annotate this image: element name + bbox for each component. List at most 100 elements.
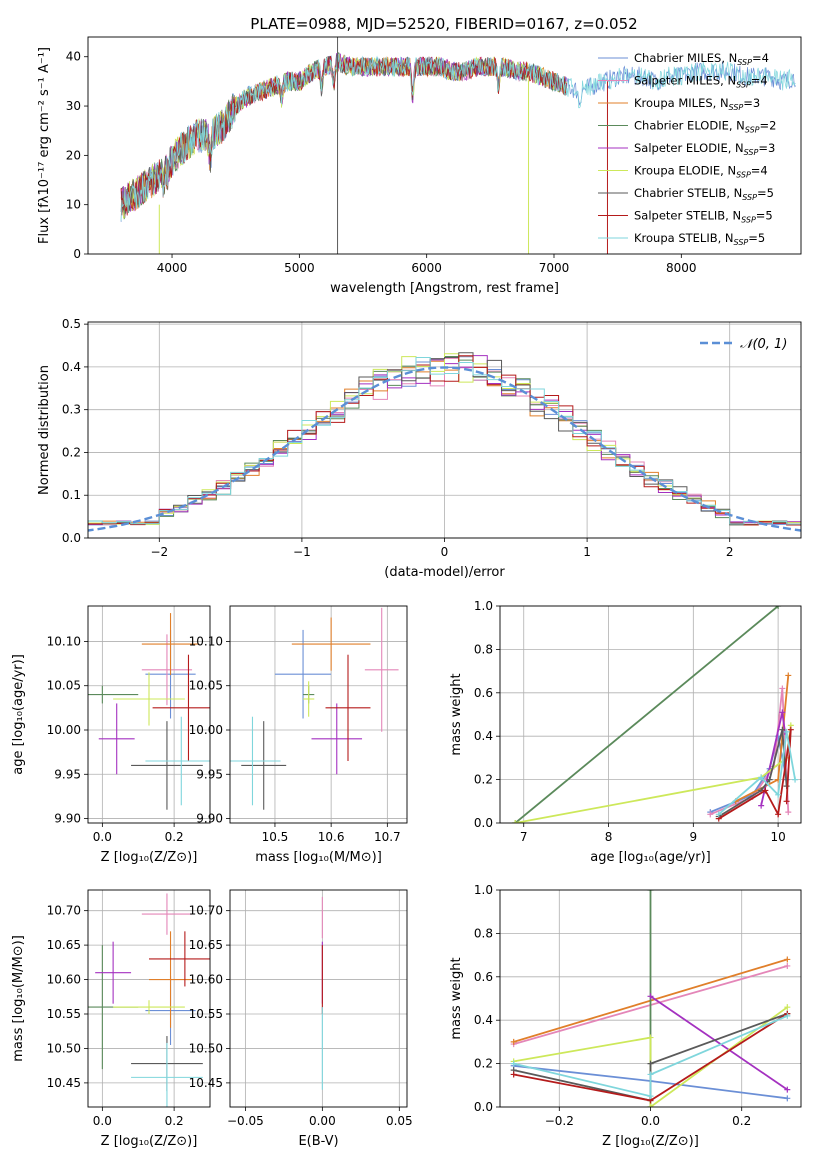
weight_vs_age-ytick-label: 0.8 [474,642,493,656]
legend-label-krou_stelib: Kroupa STELIB, NSSP=5 [634,231,765,247]
residuals-xlabel: (data-model)/error [384,565,505,580]
weight_vs_age-marker-krou_stelib [775,791,782,798]
weight_vs_age-marker-salp_elodie [779,709,786,716]
spectrum-ytick-label: 40 [66,50,81,64]
weight_vs_Z-marker-chab_miles [784,1095,791,1102]
weight_vs_Z-marker-salp_miles [784,962,791,969]
age_vs_mass-ytick-label: 10.10 [189,634,223,648]
age_vs_Z-ytick-label: 9.90 [54,812,81,826]
weight_vs_Z-plot-area [510,890,791,1107]
residuals-plot-area [88,352,801,532]
weight_vs_age-ytick-label: 0.4 [474,729,493,743]
age_vs_mass-ytick-label: 9.95 [196,767,223,781]
weight_vs_Z-ytick-label: 1.0 [474,883,493,897]
legend-label-salp_stelib: Salpeter STELIB, NSSP=5 [634,209,773,225]
weight_vs_Z-ytick-label: 0.6 [474,970,493,984]
mass_vs_ebv-ytick-label: 10.55 [189,1007,223,1021]
spectrum-xtick-label: 8000 [666,261,697,275]
spectrum-plot-area [120,37,796,254]
weight_vs_age-marker-krou_elodie [512,820,519,823]
age_vs_mass-xlabel: mass [log₁₀(M/M⊙)] [255,850,382,865]
weight_vs_Z-series-krou_stelib [513,1015,788,1098]
weight_vs_Z-marker-salp_elodie [647,993,654,1000]
residuals-legend-label: 𝒩(0, 1) [740,337,787,352]
weight_vs_age-marker-salp_stelib [783,798,790,805]
weight_vs_age-xtick-label: 8 [605,830,613,844]
spectrum-ytick-label: 20 [66,148,81,162]
residuals-ytick-label: 0.1 [62,488,81,502]
mass_vs_ebv-frame [229,889,408,1108]
weight_vs_Z-ytick-label: 0.0 [474,1100,493,1114]
normal-curve [88,366,801,532]
legend-label-krou_elodie: Kroupa ELODIE, NSSP=4 [634,164,768,180]
mass_vs_ebv-ytick-label: 10.70 [189,904,223,918]
weight_vs_age-marker-salp_stelib [787,726,794,733]
weight_vs_age-ytick-label: 0.0 [474,816,493,830]
mass_vs_Z-ytick-label: 10.60 [47,973,81,987]
residuals-ytick-label: 0.3 [62,403,81,417]
age_vs_mass-xtick-label: 10.6 [318,830,345,844]
weight_vs_Z-ytick-label: 0.2 [474,1057,493,1071]
weight_vs_Z-marker-krou_miles [510,1038,517,1045]
mass_vs_Z-ytick-label: 10.70 [47,904,81,918]
mass_vs_Z-ytick-label: 10.50 [47,1041,81,1055]
weight_vs_Z-marker-salp_stelib [510,1071,517,1078]
age_vs_mass-axes: 10.5 10.6 10.7 9.90 9.95 10.00 10.05 10.10 mass … [189,605,408,865]
age_vs_Z-xtick-label: 0.0 [93,830,112,844]
weight_vs_age-xtick-label: 10 [770,830,785,844]
age_vs_mass-frame [229,605,408,824]
weight_vs_Z-marker-krou_elodie [647,1104,654,1107]
weight_vs_Z-marker-krou_elodie [647,1034,654,1041]
weight_vs_age-axes: 7 8 9 10 0.0 0.2 0.4 0.6 0.8 1.0 age [log₁₀(age/yr… [449,599,802,865]
weight_vs_age-marker-krou_stelib [715,811,722,818]
age_vs_Z-ytick-label: 10.10 [47,634,81,648]
weight_vs_Z-series-salp_elodie [649,995,788,1091]
weight_vs_age-ytick-label: 0.6 [474,686,493,700]
weight_vs_Z-marker-chab_stelib [647,1060,654,1067]
weight_vs_age-ylabel: mass weight [449,673,464,755]
residuals-xtick-label: 0 [441,545,449,559]
mass_vs_ebv-ytick-label: 10.60 [189,973,223,987]
age_vs_Z-ytick-label: 9.95 [54,767,81,781]
residuals-ytick-label: 0.4 [62,360,81,374]
legend-label-salp_elodie: Salpeter ELODIE, NSSP=3 [634,141,775,157]
residuals-xtick-label: −1 [293,545,311,559]
mass_vs_ebv-xtick-label: −0.05 [227,1114,264,1128]
weight_vs_Z-ylabel: mass weight [449,957,464,1039]
weight_vs_Z-axes: −0.2 0.0 0.2 0.0 0.2 0.4 0.6 0.8 1.0 Z [log₁₀(Z/Z… [449,883,802,1149]
mass_vs_ebv-axes: −0.05 0.00 0.05 10.45 10.50 10.55 10.60 10.65 10… [189,889,413,1149]
mass_vs_Z-xtick-label: 0.0 [93,1114,112,1128]
weight_vs_age-marker-chab_stelib [779,726,786,733]
weight_vs_age-marker-chab_stelib [766,776,773,783]
mass_vs_Z-axes: 0.0 0.2 10.45 10.50 10.55 10.60 10.65 10.70 Z [l… [11,889,211,1149]
weight_vs_age-series-krou_elodie [515,725,792,823]
weight_vs_age-ytick-label: 0.2 [474,773,493,787]
residuals-axes: −2 −1 0 1 2 0.0 0.1 0.2 0.3 0.4 0.5 (data-model)/er… [37,317,802,580]
residuals-frame [87,321,802,539]
weight_vs_age-series-chab_elodie [514,606,779,823]
weight_vs_age-marker-krou_stelib [758,774,765,781]
age_vs_Z-xlabel: Z [log₁₀(Z/Z⊙)] [101,850,198,865]
mass_vs_ebv-xtick-label: 0.05 [386,1114,413,1128]
mass_vs_ebv-xtick-label: 0.00 [309,1114,336,1128]
spectrum-xtick-label: 7000 [539,261,570,275]
mass_vs_ebv-ytick-label: 10.65 [189,938,223,952]
residuals-ytick-label: 0.0 [62,531,81,545]
weight_vs_age-marker-krou_stelib [792,776,799,783]
spectrum-ytick-label: 10 [66,198,81,212]
weight_vs_Z-marker-salp_elodie [784,1086,791,1093]
age_vs_mass-xtick-label: 10.5 [262,830,289,844]
legend-label-chab_elodie: Chabrier ELODIE, NSSP=2 [634,119,776,135]
spectrum-ytick-label: 30 [66,99,81,113]
weight_vs_Z-marker-chab_elodie [647,890,654,893]
weight_vs_Z-marker-krou_stelib [647,1093,654,1100]
weight_vs_Z-marker-krou_miles [784,956,791,963]
age_vs_Z-frame [87,605,211,824]
weight_vs_age-marker-salp_stelib [762,787,769,794]
residuals-ylabel: Normed distribution [37,365,52,495]
weight_vs_age-marker-krou_stelib [783,728,790,735]
age_vs_Z-plot-area [88,613,210,810]
weight_vs_Z-xtick-label: −0.2 [545,1114,574,1128]
weight_vs_Z-xtick-label: 0.2 [732,1114,751,1128]
weight_vs_age-xtick-label: 7 [520,830,528,844]
